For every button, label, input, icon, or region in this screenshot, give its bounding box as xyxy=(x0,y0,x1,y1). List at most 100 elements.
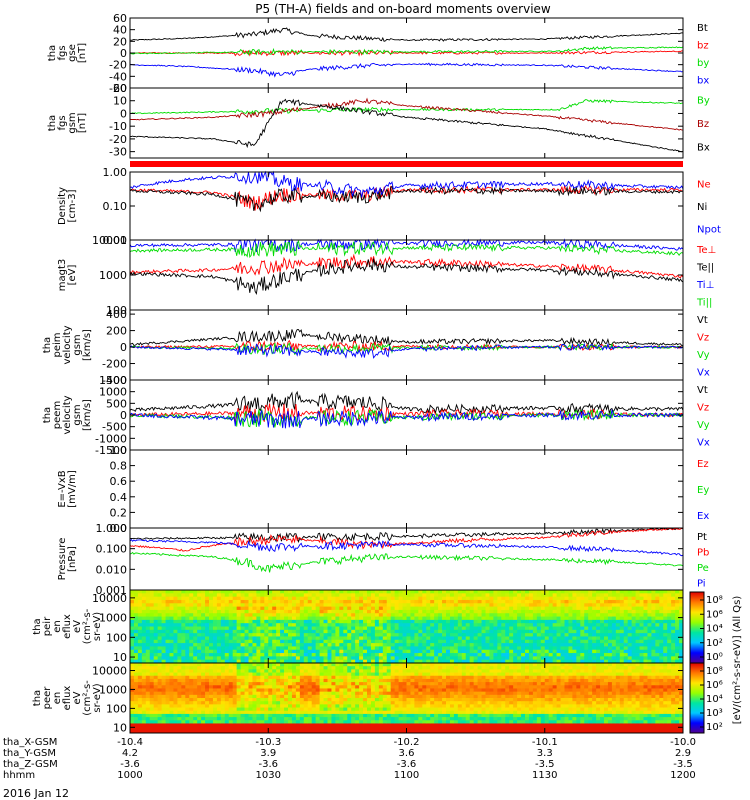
legend-Vt: Vt xyxy=(697,315,708,326)
series-density-0 xyxy=(129,184,683,211)
figure-title: P5 (TH-A) fields and on-board moments ov… xyxy=(255,2,551,16)
panel-frame xyxy=(129,449,684,529)
legend-Bx: Bx xyxy=(697,142,710,153)
series-peem_velocity-2 xyxy=(129,408,684,428)
y-axis-label: Pressure xyxy=(57,538,68,581)
legend-Ti⊥: Ti⊥ xyxy=(696,280,714,291)
x-row-value: -3.6 xyxy=(258,759,278,770)
y-tick-label: 0.0 xyxy=(110,522,128,535)
y-axis-label: E=-VxB xyxy=(57,470,68,507)
y-tick-label: 0.001 xyxy=(96,584,128,597)
y-axis-label: en xyxy=(52,620,63,633)
panel-pressure: 1.000 0.100 0.010 0.001 Pressure [nPa] Pt Pb Pe P… xyxy=(57,522,709,597)
y-tick-label: 0 xyxy=(120,409,127,422)
y-axis-label: eV xyxy=(72,620,83,633)
legend-Vz: Vz xyxy=(697,402,709,413)
y-axis-label: [nT] xyxy=(77,113,88,133)
y-tick-label: 100 xyxy=(106,304,127,317)
panel-frame xyxy=(129,87,684,159)
series-fgs_gsm-1 xyxy=(129,97,684,131)
y-tick-label: 400 xyxy=(106,308,127,321)
y-tick-label: 10000 xyxy=(92,592,127,605)
panel-peer_spectrogram: 10000 1000 100 10 tha peer en eflux eV (cm²-s-sr-… xyxy=(32,662,684,734)
colorbar-tick: 10⁶ xyxy=(706,609,723,620)
panel-peim_velocity: 400 200 0 -200 -400 tha peim velocity gsm [km/s] V… xyxy=(42,308,710,387)
y-axis-label: [km/s] xyxy=(82,329,93,361)
y-tick-label: 100 xyxy=(106,702,127,715)
series-peim_velocity-1 xyxy=(129,339,684,353)
y-axis-label: [eV] xyxy=(67,265,78,286)
y-tick-label: 0.6 xyxy=(110,475,128,488)
y-axis-label: tha xyxy=(47,115,58,131)
x-row-name: hhmm xyxy=(3,770,35,781)
y-axis-label: eflux xyxy=(62,686,73,711)
colorbars: 10⁸ 10⁶ 10⁴ 10² 10⁰ 10⁸ 10⁶ 10⁴ 10³ 10² [eV/(cm²-s… xyxy=(689,591,743,734)
x-row-name: tha_Z-GSM xyxy=(3,759,58,770)
y-axis-label: peem xyxy=(52,401,63,429)
x-row-value: -3.5 xyxy=(673,759,693,770)
y-tick-label: 0.010 xyxy=(96,563,128,576)
y-tick-label: 20 xyxy=(113,82,127,95)
legend-Vx: Vx xyxy=(697,367,710,378)
y-axis-label: magt3 xyxy=(57,259,68,292)
y-tick-label: 0.01 xyxy=(103,234,128,247)
x-row-value: 4.2 xyxy=(122,748,138,759)
x-row-value: -10.3 xyxy=(255,737,281,748)
y-tick-label: 40 xyxy=(113,24,127,37)
y-axis-label: [nT] xyxy=(77,43,88,63)
series-fgs_gse-3 xyxy=(129,62,684,78)
legend-Vt: Vt xyxy=(697,385,708,396)
x-row-value: 3.6 xyxy=(399,748,415,759)
series-fgs_gsm-2 xyxy=(129,98,684,153)
legend-Vz: Vz xyxy=(697,332,709,343)
colorbar-tick: 10³ xyxy=(706,708,723,719)
panel-temperature: 10000 1000 100 magt3 [eV] Te⊥ Te|| Ti⊥ Ti|| xyxy=(57,234,716,317)
y-tick-label: -1500 xyxy=(95,444,127,457)
y-axis-label: tha xyxy=(32,690,43,706)
panel-peir_spectrogram: 10000 1000 100 10 tha peir en eflux eV (cm²-s-sr-… xyxy=(32,589,684,664)
x-row-value: -10.1 xyxy=(532,737,558,748)
y-axis-label: gsm xyxy=(72,334,83,355)
series-peim_velocity-0 xyxy=(129,329,684,347)
y-tick-label: 100 xyxy=(106,631,127,644)
series-pressure-3 xyxy=(129,538,684,557)
y-axis-label: eflux xyxy=(62,614,73,639)
y-axis-label: (cm²-s- xyxy=(82,680,93,716)
x-row-value: -10.4 xyxy=(117,737,143,748)
legend-Bt: Bt xyxy=(697,23,708,34)
y-tick-label: 0.2 xyxy=(110,506,128,519)
colorbar-tick: 10² xyxy=(706,638,723,649)
y-tick-label: 10000 xyxy=(92,665,127,678)
y-tick-label: 0 xyxy=(120,107,127,120)
series-pressure-0 xyxy=(129,527,684,544)
legend-Ti||: Ti|| xyxy=(696,297,712,308)
y-axis-label: tha xyxy=(42,407,53,423)
y-tick-label: 10 xyxy=(113,95,127,108)
x-row-value: -3.5 xyxy=(535,759,555,770)
series-fgs_gsm-0 xyxy=(129,99,684,115)
x-row-value: 1130 xyxy=(532,770,557,781)
colorbar xyxy=(689,662,705,734)
y-tick-label: 200 xyxy=(106,325,127,338)
y-tick-label: 1.00 xyxy=(103,166,128,179)
legend-By: By xyxy=(697,96,710,107)
series-peem_velocity-3 xyxy=(129,408,684,429)
y-tick-label: 1.000 xyxy=(96,522,128,535)
y-axis-label: [cm-3] xyxy=(67,189,78,222)
y-axis-label: tha xyxy=(47,45,58,61)
series-temperature-3 xyxy=(129,239,684,258)
x-row-value: 2.9 xyxy=(675,748,691,759)
y-tick-label: 10000 xyxy=(92,234,127,247)
series-peem_velocity-0 xyxy=(129,390,684,415)
panel-efield: 1.0 0.8 0.6 0.4 0.2 0.0 E=-VxB [mV/m] Ez Ey Ex xyxy=(57,444,709,535)
y-tick-label: 0.100 xyxy=(96,543,128,556)
colorbar-tick: 10⁶ xyxy=(706,680,723,691)
legend-bz: bz xyxy=(697,40,709,51)
y-tick-label: -30 xyxy=(109,146,127,159)
legend-Pi: Pi xyxy=(697,578,706,589)
y-tick-label: -40 xyxy=(109,70,127,83)
y-tick-label: 0.8 xyxy=(110,460,128,473)
x-row-value: -3.6 xyxy=(397,759,417,770)
